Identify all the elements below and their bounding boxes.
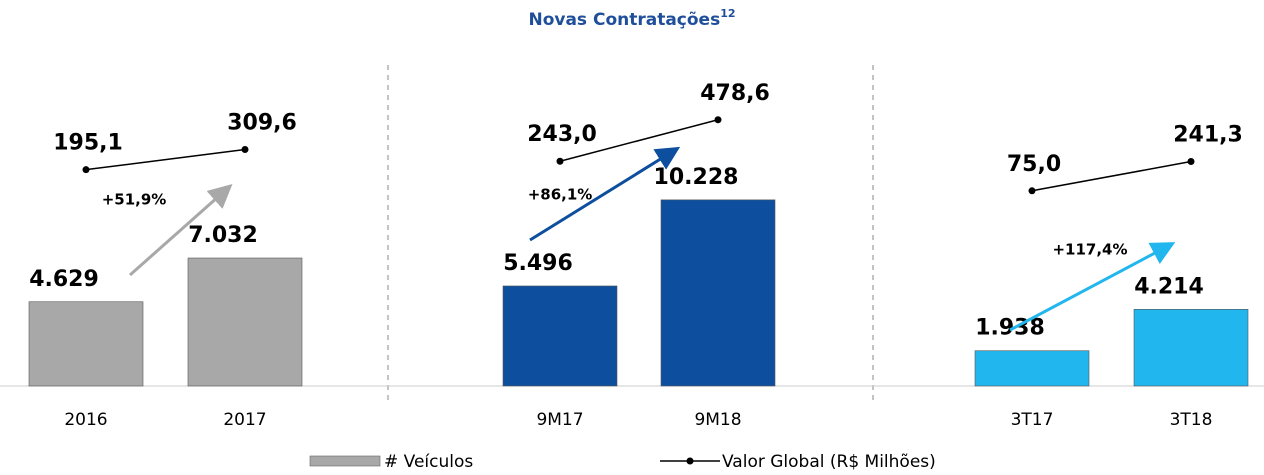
line-point	[82, 166, 90, 174]
growth-arrow	[529, 146, 681, 242]
bar	[502, 285, 618, 387]
x-tick-label: 9M17	[536, 410, 583, 430]
growth-arrow	[129, 184, 233, 277]
line-label: 195,1	[53, 131, 123, 156]
line-point	[1187, 158, 1195, 166]
growth-label: +117,4%	[1052, 241, 1127, 259]
line-label: 243,0	[527, 122, 597, 147]
title-text: Novas Contratações	[528, 10, 720, 30]
bar	[660, 199, 776, 387]
line	[85, 148, 246, 171]
bar-label: 1.938	[975, 316, 1045, 341]
growth-arrow	[1009, 242, 1176, 332]
x-tick-label: 3T17	[1011, 410, 1054, 430]
bar-label: 4.214	[1134, 274, 1204, 299]
title-superscript: 12	[720, 7, 735, 20]
legend-swatch	[309, 455, 381, 467]
bar-label: 5.496	[503, 251, 573, 276]
line-label: 241,3	[1173, 123, 1243, 148]
legend-label: Valor Global (R$ Milhões)	[722, 452, 936, 472]
line-point	[556, 157, 564, 165]
bar	[1133, 309, 1249, 387]
bar	[974, 350, 1090, 387]
chart-title: Novas Contratações12	[528, 7, 735, 30]
bar-label: 4.629	[29, 267, 99, 292]
growth-label: +51,9%	[102, 191, 167, 209]
legend-label: # Veículos	[384, 452, 473, 472]
line-point	[241, 146, 249, 154]
line	[559, 119, 719, 162]
growth-label: +86,1%	[528, 186, 593, 204]
x-tick-label: 9M18	[694, 410, 741, 430]
line	[1031, 160, 1192, 192]
x-tick-label: 3T18	[1170, 410, 1213, 430]
bar-label: 7.032	[188, 223, 258, 248]
bar-label: 10.228	[654, 165, 739, 190]
line-point	[1028, 187, 1036, 195]
line-label: 478,6	[700, 81, 770, 106]
line-label: 75,0	[1007, 152, 1061, 177]
bar	[28, 301, 144, 387]
legend-dot	[686, 457, 694, 465]
x-tick-label: 2017	[223, 410, 266, 430]
line-point	[714, 116, 722, 124]
bar	[187, 257, 303, 387]
line-label: 309,6	[227, 111, 297, 136]
x-tick-label: 2016	[64, 410, 107, 430]
